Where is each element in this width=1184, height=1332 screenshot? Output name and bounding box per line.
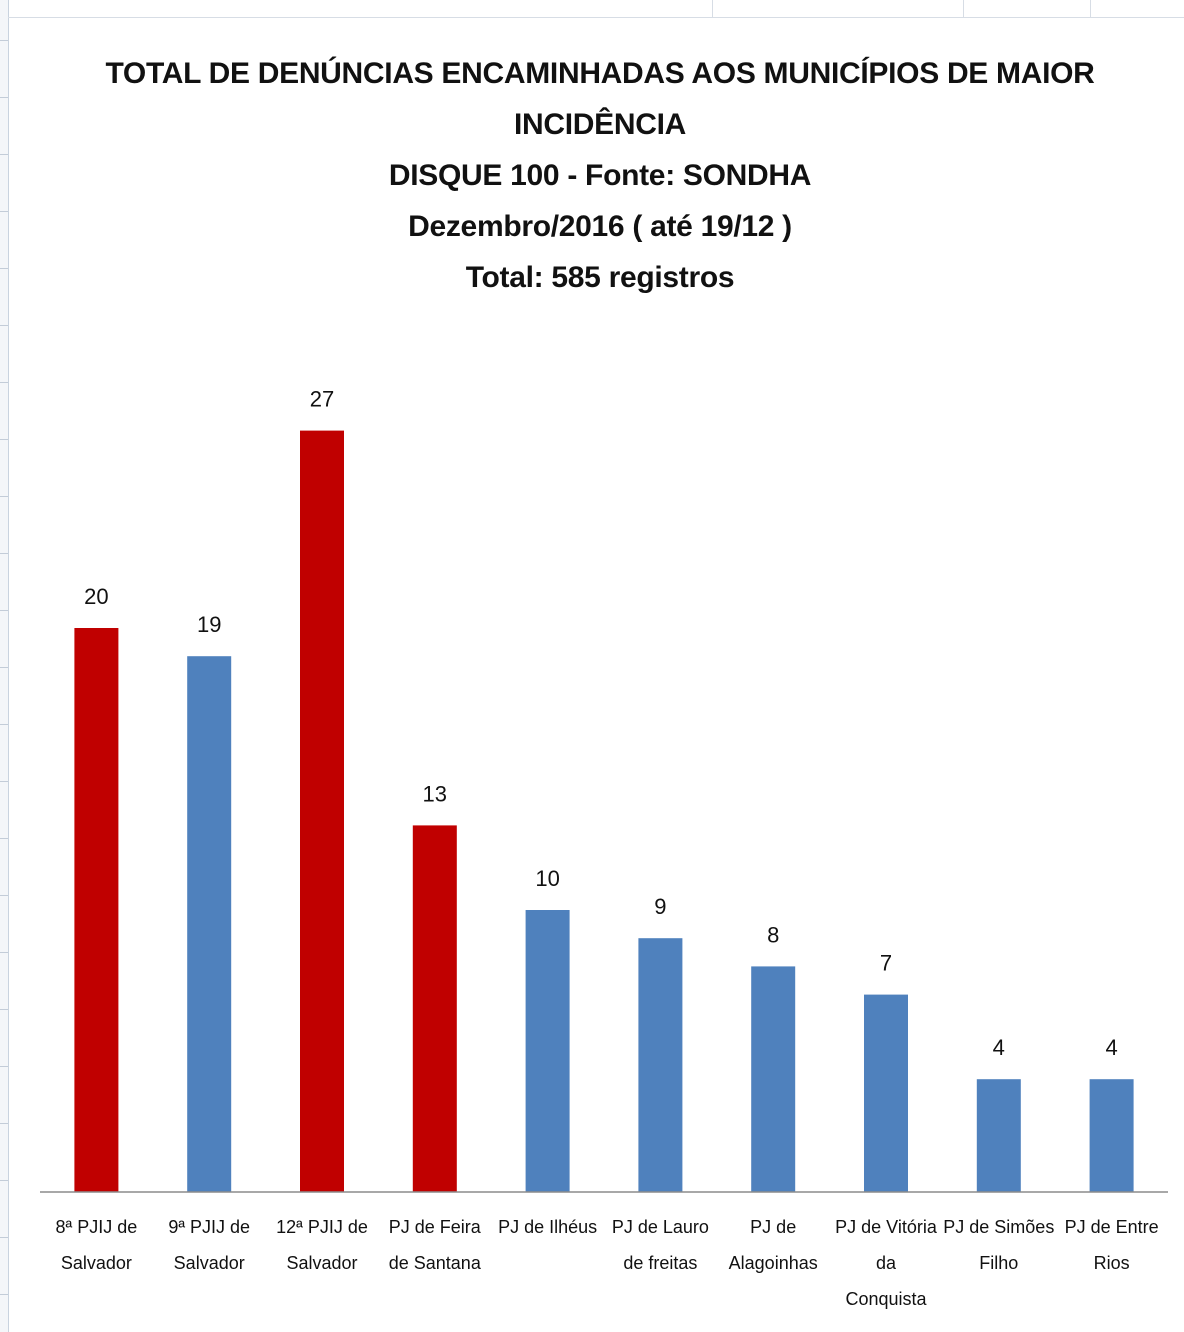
data-labels: 20 19 27 13 10 9 8 7 4 4: [84, 387, 1118, 1061]
data-label-3: 27: [310, 387, 334, 412]
x-tick-label-7: PJ de Alagoinhas: [729, 1217, 818, 1273]
chart-subtitle-period: Dezembro/2016 ( até 19/12 ): [408, 210, 792, 243]
x-tick-label-8: PJ de Vitória da Conquista: [835, 1217, 938, 1309]
row-tick: [0, 268, 8, 269]
row-tick: [0, 781, 8, 782]
x-tick-labels: 8ª PJIJ de Salvador 9ª PJIJ de Salvador 12ª …: [56, 1217, 1159, 1309]
column-divider: [963, 0, 964, 17]
x-tick-label-5: PJ de Ilhéus: [498, 1217, 597, 1237]
data-label-5: 10: [535, 866, 559, 891]
column-divider: [1090, 0, 1091, 17]
spreadsheet-row-edge: [0, 0, 9, 1332]
bar-7: [751, 966, 796, 1192]
chart-subtitle-source: DISQUE 100 - Fonte: SONDHA: [388, 159, 812, 192]
column-divider: [712, 0, 713, 17]
x-tick-label-10: PJ de Entre Rios: [1065, 1217, 1159, 1273]
row-tick: [0, 838, 8, 839]
bar-10: [1089, 1079, 1134, 1192]
chart-title-line-2: INCIDÊNCIA: [513, 108, 686, 141]
bar-series: [74, 430, 1134, 1193]
x-tick-label-1: 8ª PJIJ de Salvador: [56, 1217, 138, 1273]
bar-4: [412, 825, 457, 1192]
row-tick: [0, 952, 8, 953]
row-tick: [0, 382, 8, 383]
data-label-6: 9: [654, 894, 666, 919]
row-tick: [0, 553, 8, 554]
data-label-7: 8: [767, 922, 779, 947]
bar-9: [976, 1079, 1021, 1192]
bar-8: [864, 994, 908, 1192]
chart-subtitle-total: Total: 585 registros: [465, 261, 735, 294]
row-tick: [0, 40, 8, 41]
data-label-10: 4: [1105, 1035, 1117, 1060]
bar-3: [300, 430, 344, 1193]
x-tick-label-4: PJ de Feira de Santana: [389, 1217, 482, 1273]
row-tick: [0, 1123, 8, 1124]
row-tick: [0, 154, 8, 155]
bar-5: [525, 910, 570, 1192]
row-tick: [0, 1237, 8, 1238]
bar-1: [74, 628, 119, 1192]
data-label-4: 13: [423, 781, 447, 806]
row-tick: [0, 667, 8, 668]
x-tick-label-6: PJ de Lauro de freitas: [612, 1217, 709, 1273]
data-label-1: 20: [84, 584, 108, 609]
data-label-8: 7: [880, 951, 892, 976]
data-label-9: 4: [993, 1035, 1005, 1060]
chart-title: TOTAL DE DENÚNCIAS ENCAMINHADAS AOS MUNI…: [60, 48, 1140, 303]
chart-title-line-1: TOTAL DE DENÚNCIAS ENCAMINHADAS AOS MUNI…: [105, 57, 1095, 90]
row-tick: [0, 1180, 8, 1181]
spreadsheet-top-gridline: [8, 17, 1184, 18]
row-tick: [0, 1066, 8, 1067]
x-tick-label-3: 12ª PJIJ de Salvador: [276, 1217, 368, 1273]
row-tick: [0, 496, 8, 497]
row-tick: [0, 1009, 8, 1010]
row-tick: [0, 211, 8, 212]
bar-2: [187, 656, 232, 1192]
row-tick: [0, 97, 8, 98]
row-tick: [0, 439, 8, 440]
row-tick: [0, 610, 8, 611]
row-tick: [0, 1294, 8, 1295]
bar-6: [638, 938, 683, 1192]
data-label-2: 19: [197, 612, 221, 637]
x-tick-label-2: 9ª PJIJ de Salvador: [168, 1217, 250, 1273]
row-tick: [0, 724, 8, 725]
x-tick-label-9: PJ de Simões Filho: [943, 1217, 1054, 1273]
row-tick: [0, 325, 8, 326]
row-tick: [0, 895, 8, 896]
